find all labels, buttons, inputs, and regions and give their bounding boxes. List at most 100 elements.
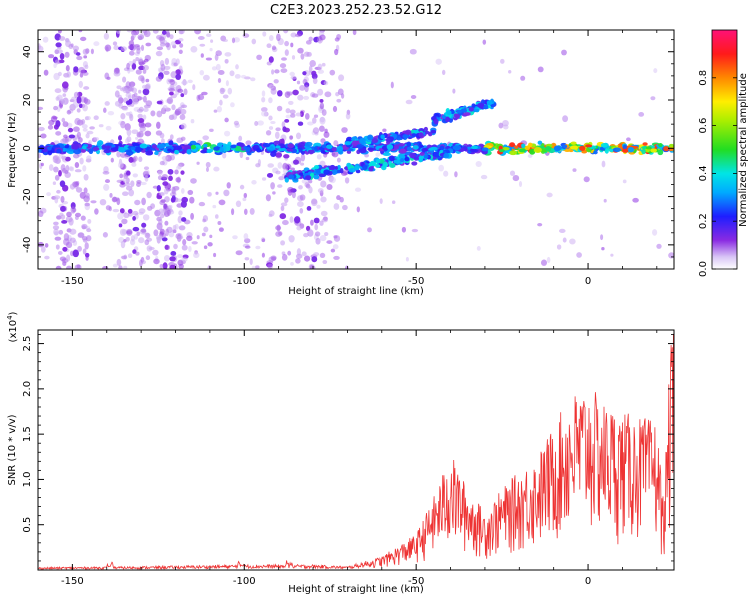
spectral-cell (183, 144, 190, 148)
spectral-cell (112, 263, 118, 268)
spectral-cell (315, 169, 322, 174)
spectral-cell (477, 102, 485, 108)
spectral-cell (54, 59, 60, 65)
spectral-cell (297, 94, 304, 101)
spectral-cell (281, 57, 287, 61)
spectral-cell (438, 164, 445, 172)
spectral-cell (169, 154, 175, 161)
spectral-cell (650, 96, 656, 101)
spectral-cell (286, 91, 293, 96)
spectral-cell (295, 253, 303, 259)
spectral-cell (333, 235, 341, 242)
spectral-cell (82, 48, 89, 55)
spectral-cell (63, 233, 70, 241)
snr-y-unit: (x104) (6, 311, 19, 342)
spectral-cell (120, 120, 126, 129)
spectral-cell (74, 264, 82, 269)
spectral-cell (287, 250, 292, 256)
spectral-cell (604, 148, 609, 154)
spectral-cell (317, 63, 323, 71)
spectral-cell (79, 72, 84, 78)
spectral-cell (545, 145, 552, 152)
spectral-cell (622, 148, 629, 153)
spectral-cell (178, 225, 186, 231)
spectral-cell (268, 84, 274, 90)
spectral-cell (76, 55, 83, 61)
spectral-cell (125, 138, 130, 144)
spectral-cell (319, 220, 324, 226)
spectral-cell (359, 137, 366, 144)
spectral-cell (279, 147, 286, 152)
spectral-cell (218, 199, 226, 206)
spectral-cell (277, 184, 283, 188)
spectral-cell (57, 251, 63, 255)
spectral-cell (137, 34, 144, 40)
spectral-cell (66, 71, 71, 78)
spectral-cell (180, 136, 186, 141)
spectral-cell (136, 47, 141, 55)
spectral-cell (569, 238, 576, 245)
spectral-cell (239, 151, 244, 159)
spectral-cell (261, 177, 267, 181)
spectral-cell (70, 206, 76, 214)
spectral-cell (404, 129, 412, 135)
spectral-cell (239, 184, 245, 190)
spectral-cell (125, 170, 131, 176)
spectral-cell (219, 99, 223, 106)
spectral-cell (313, 114, 319, 118)
spectral-cell (178, 37, 184, 42)
spectral-cell (192, 84, 196, 91)
spectral-cell (59, 180, 66, 188)
spectral-cell (142, 95, 147, 103)
spectral-cell (163, 203, 168, 211)
spectral-cell (288, 100, 294, 105)
spectral-cell (64, 51, 70, 58)
spectral-cell (576, 252, 582, 258)
spectral-cell (156, 100, 163, 105)
spectral-cell (203, 245, 208, 250)
spectral-cell (161, 30, 167, 35)
spectral-cell (445, 116, 451, 123)
spectral-cell (199, 70, 205, 76)
spectral-cell (47, 125, 54, 130)
spectral-cell (54, 236, 62, 241)
spectral-cell (163, 65, 171, 70)
spectral-cell (132, 59, 137, 65)
spectral-cell (270, 255, 277, 261)
spectral-cell (303, 51, 310, 57)
spectral-cell (498, 149, 505, 153)
spectral-cell (180, 93, 185, 98)
spectral-cell (134, 146, 141, 153)
spectral-cell (69, 228, 77, 235)
spectral-cell (260, 110, 268, 117)
spectral-cell (498, 122, 504, 129)
spectral-cell (399, 154, 406, 160)
spectral-cell (290, 113, 296, 118)
spectral-cell (178, 49, 183, 54)
spectral-cell (553, 145, 561, 152)
spectral-cell (562, 115, 569, 123)
spectral-cell (133, 92, 138, 98)
spectral-cell (59, 256, 67, 262)
spectral-cell (53, 221, 59, 226)
spectral-cell (120, 240, 126, 249)
spectral-cell (83, 55, 88, 59)
spectral-cell (197, 36, 205, 40)
spectral-cell (256, 54, 262, 61)
spectral-cell (295, 132, 302, 140)
spectral-cell (180, 187, 185, 194)
spectral-cell (313, 174, 320, 180)
figure-title: C2E3.2023.252.23.52.G12 (270, 3, 442, 18)
spectral-cell (154, 151, 159, 156)
spectral-cell (627, 147, 635, 153)
spectral-cell (73, 91, 80, 99)
x-tick-label: 0 (585, 276, 591, 287)
spectral-cell (71, 144, 79, 150)
spectral-cell (88, 148, 94, 155)
spectral-cell (423, 154, 429, 159)
spectral-cell (54, 196, 59, 204)
spectral-cell (175, 69, 181, 75)
spectral-cell (180, 123, 187, 130)
spectral-cell (44, 243, 49, 248)
spectral-cell (81, 145, 87, 150)
